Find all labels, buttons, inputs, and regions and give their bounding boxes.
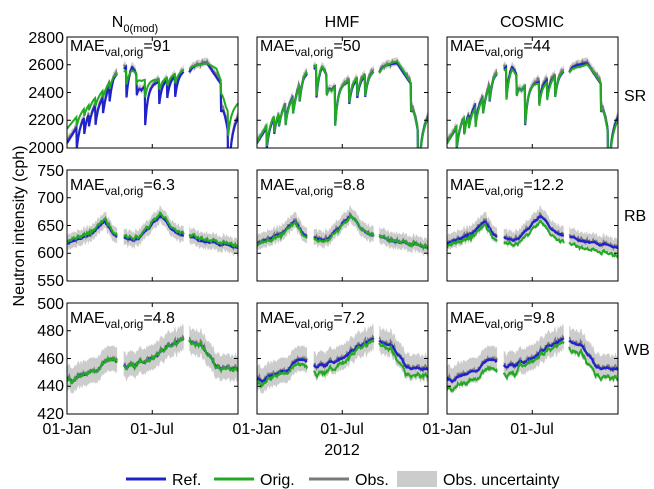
panel-wb-cosmic xyxy=(446,302,619,415)
orig-series-line xyxy=(447,63,618,148)
obs-uncertainty-band xyxy=(447,56,618,148)
legend-label-orig: Orig. xyxy=(260,472,295,489)
obs-series-line xyxy=(67,58,238,148)
ref-series-line xyxy=(447,337,618,384)
mae-annotation-rb-cosmic: MAEval,orig=12.2 xyxy=(450,177,564,198)
x-tick-labels: 01-Jan 01-Jul 01-Jan 01-Jul 01-Jan 01-Ju… xyxy=(43,421,554,438)
y-tick-label: 700 xyxy=(37,190,64,207)
y-tick-label: 650 xyxy=(37,218,64,235)
orig-series-line xyxy=(67,62,238,136)
y-tick-label: 750 xyxy=(37,163,64,180)
y-tick-labels-rb: 550 600 650 700 750 xyxy=(37,163,64,290)
legend-label-unc: Obs. uncertainty xyxy=(443,472,560,489)
panels xyxy=(66,36,619,415)
y-tick-label: 2400 xyxy=(28,85,64,102)
obs-series-line xyxy=(257,58,428,148)
y-tick-labels-wb: 420 440 460 480 500 xyxy=(37,296,64,423)
legend-label-obs: Obs. xyxy=(355,472,389,489)
panel-wb-hmf xyxy=(256,302,429,415)
mae-annotation-rb-hmf: MAEval,orig=8.8 xyxy=(260,177,365,198)
legend: Ref. Orig. Obs. Obs. uncertainty xyxy=(126,471,560,489)
orig-series-line xyxy=(67,211,238,249)
y-tick-label: 2600 xyxy=(28,57,64,74)
orig-series-line xyxy=(447,219,618,259)
x-tick-label: 01-Jul xyxy=(130,421,174,438)
x-tick-label: 01-Jan xyxy=(43,421,92,438)
x-tick-label: 01-Jul xyxy=(510,421,554,438)
y-tick-label: 2200 xyxy=(28,112,64,129)
panel-sr-n0mod xyxy=(66,36,239,149)
legend-label-ref: Ref. xyxy=(172,472,201,489)
y-axis-label: Neutron intensity (cph) xyxy=(11,146,28,307)
panel-rb-hmf xyxy=(256,169,429,282)
panel-wb-n0mod xyxy=(66,302,239,415)
obs-series-line xyxy=(447,58,618,148)
mae-annotations: MAEval,orig=91 MAEval,orig=50 MAEval,ori… xyxy=(70,38,564,331)
obs-uncertainty-band xyxy=(67,205,238,257)
mae-annotation-rb-n0mod: MAEval,orig=6.3 xyxy=(70,177,175,198)
panel-rb-cosmic xyxy=(446,169,619,282)
y-tick-label: 600 xyxy=(37,245,64,262)
orig-series-line xyxy=(257,214,428,250)
orig-series-line xyxy=(257,339,428,389)
legend-swatch-unc xyxy=(397,471,437,487)
y-tick-labels-sr: 2000 2200 2400 2600 2800 xyxy=(28,30,64,157)
y-tick-label: 460 xyxy=(37,351,64,368)
orig-series-line xyxy=(67,337,238,386)
column-title-n0mod: N0(mod) xyxy=(112,14,158,35)
y-tick-label: 2800 xyxy=(28,30,64,47)
mae-annotation-sr-n0mod: MAEval,orig=91 xyxy=(70,38,171,59)
orig-series-line xyxy=(257,60,428,148)
panel-sr-hmf xyxy=(256,36,429,149)
orig-series-line xyxy=(447,340,618,393)
y-tick-label: 2000 xyxy=(28,140,64,157)
y-tick-label: 550 xyxy=(37,273,64,290)
mae-annotation-sr-cosmic: MAEval,orig=44 xyxy=(450,38,551,59)
obs-uncertainty-band xyxy=(257,205,428,257)
x-tick-label: 01-Jul xyxy=(320,421,364,438)
mae-annotation-wb-hmf: MAEval,orig=7.2 xyxy=(260,310,365,331)
panel-sr-cosmic xyxy=(446,36,619,149)
y-tick-label: 480 xyxy=(37,323,64,340)
y-tick-label: 440 xyxy=(37,378,64,395)
x-tick-label: 01-Jan xyxy=(423,421,472,438)
y-tick-label: 420 xyxy=(37,406,64,423)
panel-rb-n0mod xyxy=(66,169,239,282)
mae-annotation-wb-n0mod: MAEval,orig=4.8 xyxy=(70,310,175,331)
obs-uncertainty-band xyxy=(257,56,428,148)
obs-uncertainty-band xyxy=(67,56,238,148)
column-title-cosmic: COSMIC xyxy=(500,14,564,31)
site-label-wb: WB xyxy=(624,342,650,359)
mae-annotation-sr-hmf: MAEval,orig=50 xyxy=(260,38,361,59)
year-label: 2012 xyxy=(324,442,360,459)
ref-series-line xyxy=(447,215,618,249)
site-label-sr: SR xyxy=(624,88,646,105)
mae-annotation-wb-cosmic: MAEval,orig=9.8 xyxy=(450,310,555,331)
column-title-hmf: HMF xyxy=(325,14,360,31)
site-label-rb: RB xyxy=(624,208,646,225)
x-tick-label: 01-Jan xyxy=(233,421,282,438)
y-tick-label: 500 xyxy=(37,296,64,313)
